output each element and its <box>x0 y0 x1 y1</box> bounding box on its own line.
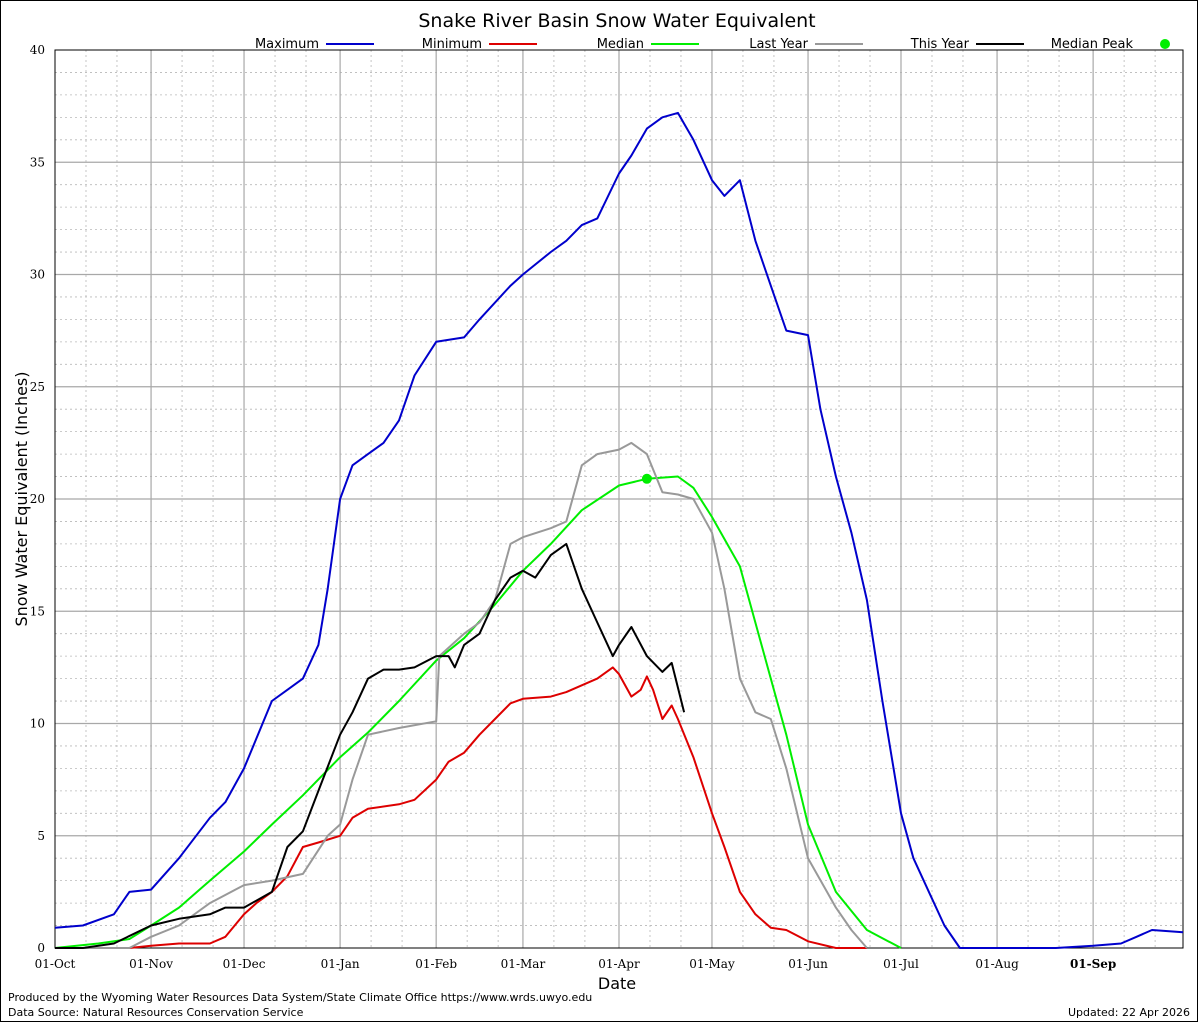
series-line-this-year <box>55 542 686 949</box>
x-tick-label: 01-Nov <box>129 957 173 971</box>
y-axis-ticks: 0 5 10 15 20 25 30 35 40 <box>30 43 45 955</box>
footer-produced-by: Produced by the Wyoming Water Resources … <box>8 991 592 1004</box>
x-tick-label: 01-Apr <box>598 957 640 971</box>
median-peak-dot <box>641 473 652 484</box>
x-tick-label: 01-May <box>689 957 735 971</box>
series-line-median <box>54 475 902 949</box>
footer-updated: Updated: 22 Apr 2026 <box>1068 1006 1190 1019</box>
x-tick-label: 01-Dec <box>223 957 266 971</box>
x-tick-label: 01-Aug <box>975 957 1019 971</box>
series-line-maximum <box>54 111 1184 949</box>
x-tick-label: 01-Mar <box>501 957 546 971</box>
series-line-last-year <box>55 441 868 949</box>
legend-label-median-peak: Median Peak <box>1051 37 1134 52</box>
x-axis-ticks: 01-Oct 01-Nov 01-Dec 01-Jan 01-Feb 01-Mar 01-A… <box>35 957 1117 971</box>
y-tick-label: 30 <box>30 268 45 282</box>
y-tick-label: 25 <box>30 380 45 394</box>
x-tick-label: 01-Sep <box>1070 957 1116 971</box>
x-tick-label: 01-Feb <box>415 957 457 971</box>
y-axis-label: Snow Water Equivalent (Inches) <box>12 371 31 626</box>
series-line-minimum <box>55 666 867 949</box>
median-peak-marks <box>641 473 652 484</box>
x-tick-label: 01-Jan <box>321 957 360 971</box>
x-tick-label: 01-Jun <box>788 957 828 971</box>
x-tick-label: 01-Oct <box>35 957 76 971</box>
legend-swatch-median-peak <box>1160 39 1170 49</box>
plot-border <box>54 49 1184 949</box>
legend-label-last-year: Last Year <box>749 37 808 52</box>
x-tick-label: 01-Jul <box>883 957 919 971</box>
legend-label-median: Median <box>597 37 644 52</box>
y-tick-label: 10 <box>30 717 45 731</box>
y-tick-label: 40 <box>30 43 45 57</box>
footer-data-source: Data Source: Natural Resources Conservat… <box>8 1006 304 1019</box>
legend-label-minimum: Minimum <box>422 37 482 52</box>
legend: Maximum Minimum Median Last Year This Ye… <box>255 37 1170 52</box>
x-axis-label: Date <box>598 974 636 993</box>
legend-label-maximum: Maximum <box>255 37 319 52</box>
y-tick-label: 20 <box>30 492 45 506</box>
y-tick-label: 35 <box>30 155 45 169</box>
grid-lines <box>55 50 1183 948</box>
y-tick-label: 15 <box>30 604 45 618</box>
legend-label-this-year: This Year <box>910 37 970 52</box>
chart-title: Snake River Basin Snow Water Equivalent <box>418 10 815 32</box>
y-tick-label: 5 <box>37 829 45 843</box>
y-tick-label: 0 <box>37 941 45 955</box>
series-lines <box>54 111 1184 949</box>
